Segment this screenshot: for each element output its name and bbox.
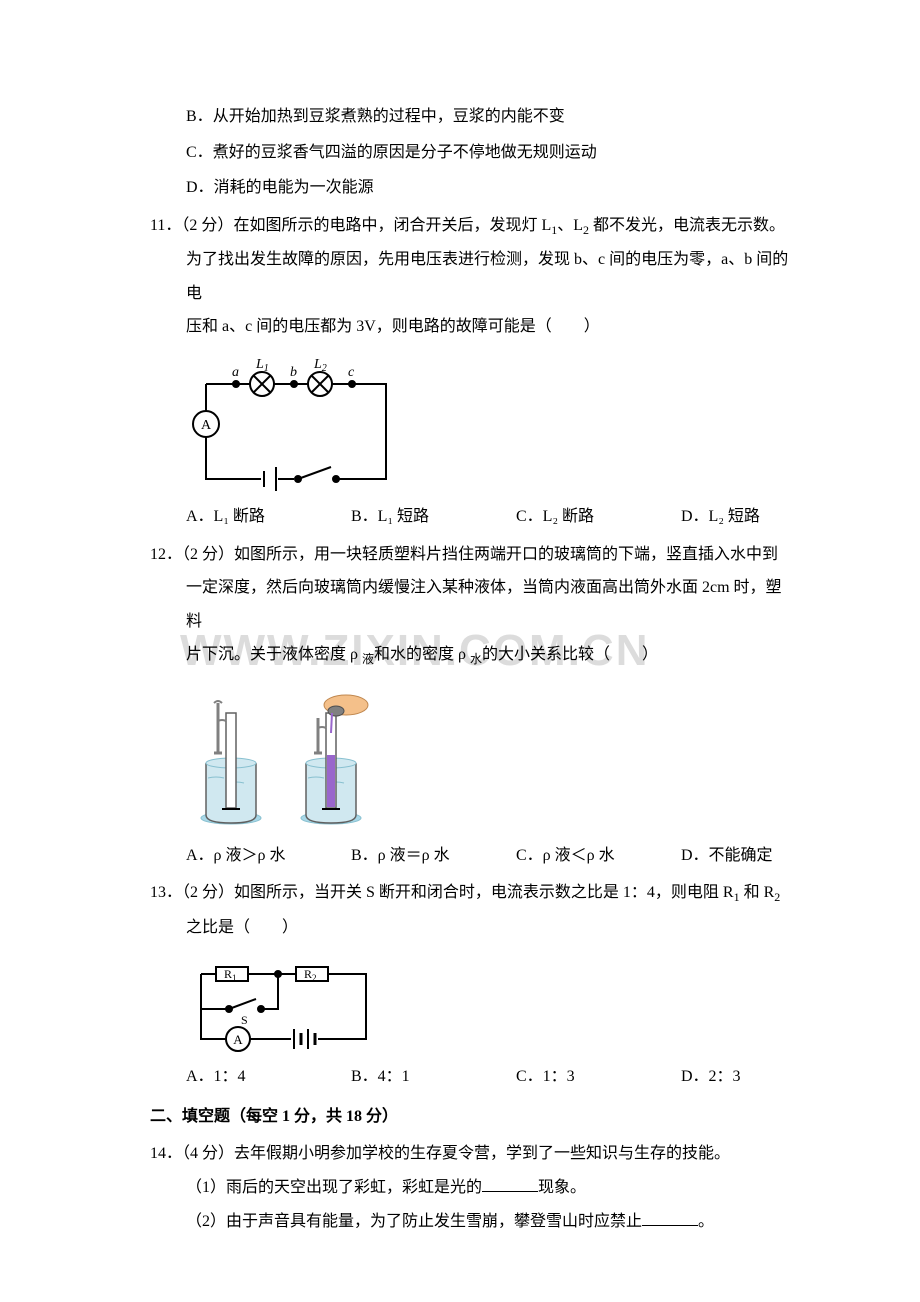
q12-line3: 片下沉。关于液体密度 ρ 液和水的密度 ρ 水的大小关系比较（ ）	[150, 638, 790, 672]
q14-sub2-text2: 。	[698, 1213, 714, 1230]
circuit-diagram-icon: A a b c L1 L2	[186, 354, 406, 494]
l1-label: L1	[255, 357, 269, 374]
question-12: 12．（2 分）如图所示，用一块轻质塑料片挡住两端开口的玻璃筒的下端，竖直插入水…	[150, 538, 790, 873]
q12-option-c: C．ρ 液＜ρ 水	[516, 839, 681, 873]
q14-sub1-text1: 雨后的天空出现了彩虹，彩虹是光的	[226, 1179, 482, 1196]
beaker-diagram-icon	[186, 683, 406, 833]
q13-option-c: C．1：3	[516, 1060, 681, 1094]
q13-options: A．1：4 B．4：1 C．1：3 D．2：3	[150, 1060, 790, 1094]
q11-option-a: A．L₁ 断路	[186, 500, 351, 534]
ammeter-label: A	[201, 418, 212, 433]
question-14: 14．（4 分）去年假期小明参加学校的生存夏令营，学到了一些知识与生存的技能。 …	[150, 1137, 790, 1238]
q12-options: A．ρ 液＞ρ 水 B．ρ 液＝ρ 水 C．ρ 液＜ρ 水 D．不能确定	[150, 839, 790, 873]
q12-line3a: 片下沉。关于液体密度 ρ	[186, 646, 362, 663]
q12-text1: 如图所示，用一块轻质塑料片挡住两端开口的玻璃筒的下端，竖直插入水中到	[234, 546, 778, 563]
q13-points: （2 分）	[182, 884, 234, 901]
q13-sub2: 2	[774, 890, 780, 904]
q11-option-c: C．L₂ 断路	[516, 500, 681, 534]
q12-option-a: A．ρ 液＞ρ 水	[186, 839, 351, 873]
ammeter2-label: A	[233, 1032, 243, 1047]
q13-text1: 如图所示，当开关 S 断开和闭合时，电流表示数之比是 1：4，则电阻 R	[234, 884, 734, 901]
q12-line3b: 和水的密度 ρ	[374, 646, 470, 663]
q11-option-b: B．L₁ 短路	[351, 500, 516, 534]
q14-blank-1[interactable]	[482, 1174, 538, 1192]
q10-optC-label: C．	[186, 144, 213, 161]
q12-option-b: B．ρ 液＝ρ 水	[351, 839, 516, 873]
q11-text1: 在如图所示的电路中，闭合开关后，发现灯 L	[233, 217, 551, 234]
q11-text3: 都不发光，电流表无示数。	[589, 217, 785, 234]
q11-circuit-figure: A a b c L1 L2	[186, 354, 790, 494]
q14-sub2-text1: 由于声音具有能量，为了防止发生雪崩，攀登雪山时应禁止	[226, 1213, 642, 1230]
q12-option-d: D．不能确定	[681, 839, 773, 873]
circuit2-diagram-icon: A R1 R2 S	[186, 954, 386, 1054]
q14-sub2-label: （2）	[186, 1213, 226, 1230]
q14-sub1-label: （1）	[186, 1179, 226, 1196]
q14-sub1: （1）雨后的天空出现了彩虹，彩虹是光的 现象。	[150, 1171, 790, 1205]
node-a-label: a	[232, 365, 239, 380]
q10-optB-label: B．	[186, 108, 213, 125]
q13-line2: 之比是（ ）	[150, 911, 790, 945]
q14-text1: 去年假期小明参加学校的生存夏令营，学到了一些知识与生存的技能。	[234, 1145, 730, 1162]
q11-points: （2 分）	[181, 217, 233, 234]
q13-option-a: A．1：4	[186, 1060, 351, 1094]
q11-text2: 、L	[557, 217, 583, 234]
q11-options: A．L₁ 断路 B．L₁ 短路 C．L₂ 断路 D．L₂ 短路	[150, 500, 790, 534]
question-10-continued: B．从开始加热到豆浆煮熟的过程中，豆浆的内能不变 C．煮好的豆浆香气四溢的原因是…	[150, 100, 790, 205]
q13-option-d: D．2：3	[681, 1060, 741, 1094]
q14-sub2: （2）由于声音具有能量，为了防止发生雪崩，攀登雪山时应禁止 。	[150, 1205, 790, 1239]
l2-label: L2	[313, 357, 327, 374]
node-b-label: b	[290, 365, 297, 380]
q12-points: （2 分）	[182, 546, 234, 563]
q13-option-b: B．4：1	[351, 1060, 516, 1094]
q14-line1: 14．（4 分）去年假期小明参加学校的生存夏令营，学到了一些知识与生存的技能。	[150, 1137, 790, 1171]
node-c-label: c	[348, 365, 355, 380]
question-11: 11．（2 分）在如图所示的电路中，闭合开关后，发现灯 L1、L2 都不发光，电…	[150, 209, 790, 534]
q12-sub-ye: 液	[362, 653, 374, 667]
q12-sub-shui: 水	[470, 653, 482, 667]
q13-line1: 13．（2 分）如图所示，当开关 S 断开和闭合时，电流表示数之比是 1：4，则…	[150, 876, 790, 910]
q10-option-b: B．从开始加热到豆浆煮熟的过程中，豆浆的内能不变	[150, 100, 790, 134]
q14-number: 14．	[150, 1145, 182, 1162]
q10-option-c: C．煮好的豆浆香气四溢的原因是分子不停地做无规则运动	[150, 136, 790, 170]
q11-line1: 11．（2 分）在如图所示的电路中，闭合开关后，发现灯 L1、L2 都不发光，电…	[150, 209, 790, 243]
q10-optB-text: 从开始加热到豆浆煮熟的过程中，豆浆的内能不变	[213, 108, 565, 125]
q14-blank-2[interactable]	[642, 1208, 698, 1226]
q11-option-d: D．L₂ 短路	[681, 500, 760, 534]
q12-beaker-figure	[186, 683, 790, 833]
q10-optD-text: 消耗的电能为一次能源	[214, 179, 374, 196]
switch-label: S	[241, 1013, 248, 1027]
q11-number: 11．	[150, 217, 181, 234]
section-2-header: 二、填空题（每空 1 分，共 18 分）	[150, 1100, 790, 1134]
q12-line2: 一定深度，然后向玻璃筒内缓慢注入某种液体，当筒内液面高出筒外水面 2cm 时，塑…	[150, 571, 790, 638]
q13-text2: 和 R	[740, 884, 775, 901]
q11-line3: 压和 a、c 间的电压都为 3V，则电路的故障可能是（ ）	[150, 310, 790, 344]
q12-line1: 12．（2 分）如图所示，用一块轻质塑料片挡住两端开口的玻璃筒的下端，竖直插入水…	[150, 538, 790, 572]
q12-line3c: 的大小关系比较（ ）	[482, 646, 658, 663]
q11-line2: 为了找出发生故障的原因，先用电压表进行检测，发现 b、c 间的电压为零，a、b …	[150, 243, 790, 310]
q14-sub1-text2: 现象。	[538, 1179, 586, 1196]
q12-number: 12．	[150, 546, 182, 563]
q10-option-d: D．消耗的电能为一次能源	[150, 171, 790, 205]
q14-points: （4 分）	[182, 1145, 234, 1162]
q13-number: 13．	[150, 884, 182, 901]
q10-optC-text: 煮好的豆浆香气四溢的原因是分子不停地做无规则运动	[213, 144, 597, 161]
q13-circuit-figure: A R1 R2 S	[186, 954, 790, 1054]
question-13: 13．（2 分）如图所示，当开关 S 断开和闭合时，电流表示数之比是 1：4，则…	[150, 876, 790, 1094]
q10-optD-label: D．	[186, 179, 214, 196]
